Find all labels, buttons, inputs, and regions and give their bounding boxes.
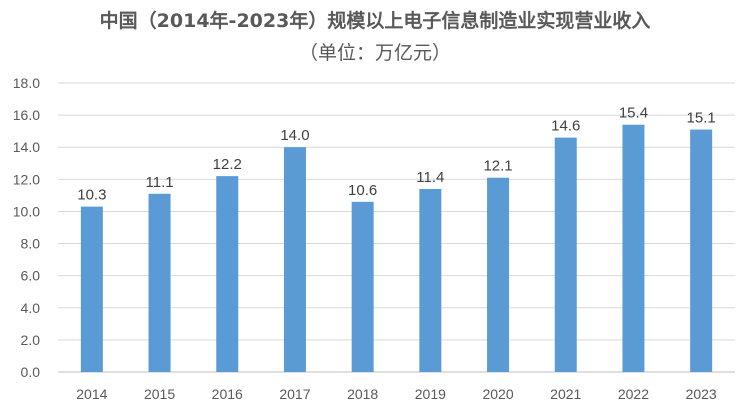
bar bbox=[80, 206, 103, 372]
bar bbox=[690, 129, 713, 372]
x-tick-label: 2015 bbox=[144, 386, 175, 402]
bar bbox=[216, 176, 239, 372]
y-tick-label: 12.0 bbox=[13, 171, 40, 187]
bar bbox=[148, 193, 171, 372]
x-tick-label: 2022 bbox=[618, 386, 649, 402]
chart-subtitle: （单位：万亿元） bbox=[298, 42, 451, 64]
bar bbox=[419, 188, 442, 372]
x-tick-label: 2023 bbox=[686, 386, 717, 402]
x-tick-label: 2014 bbox=[76, 386, 107, 402]
data-label: 12.1 bbox=[483, 158, 512, 175]
data-label: 15.1 bbox=[687, 110, 716, 127]
data-label: 12.2 bbox=[213, 156, 242, 173]
data-label: 14.0 bbox=[280, 127, 309, 144]
y-tick-label: 14.0 bbox=[13, 139, 40, 155]
bar bbox=[554, 137, 577, 372]
y-tick-label: 18.0 bbox=[13, 75, 40, 91]
bar bbox=[487, 177, 510, 372]
data-label: 10.3 bbox=[77, 187, 106, 204]
data-label: 15.4 bbox=[619, 105, 648, 122]
y-tick-label: 16.0 bbox=[13, 107, 40, 123]
bar bbox=[622, 124, 645, 372]
y-tick-label: 6.0 bbox=[21, 268, 41, 284]
bar bbox=[283, 147, 306, 372]
x-tick-label: 2019 bbox=[415, 386, 446, 402]
chart-title: 中国（2014年-2023年）规模以上电子信息制造业实现营业收入 bbox=[99, 10, 651, 32]
x-tick-label: 2018 bbox=[347, 386, 378, 402]
x-tick-label: 2020 bbox=[482, 386, 513, 402]
y-tick-label: 0.0 bbox=[21, 364, 41, 380]
x-tick-label: 2016 bbox=[212, 386, 243, 402]
y-tick-label: 4.0 bbox=[21, 300, 41, 316]
data-label: 10.6 bbox=[348, 182, 377, 199]
x-tick-label: 2017 bbox=[279, 386, 310, 402]
y-tick-label: 8.0 bbox=[21, 236, 41, 252]
y-tick-label: 2.0 bbox=[21, 332, 41, 348]
data-label: 11.1 bbox=[146, 174, 174, 191]
data-label: 14.6 bbox=[551, 118, 580, 135]
x-tick-label: 2021 bbox=[550, 386, 581, 402]
data-label: 11.4 bbox=[416, 169, 444, 186]
bar bbox=[351, 201, 374, 372]
y-tick-label: 10.0 bbox=[13, 203, 40, 219]
